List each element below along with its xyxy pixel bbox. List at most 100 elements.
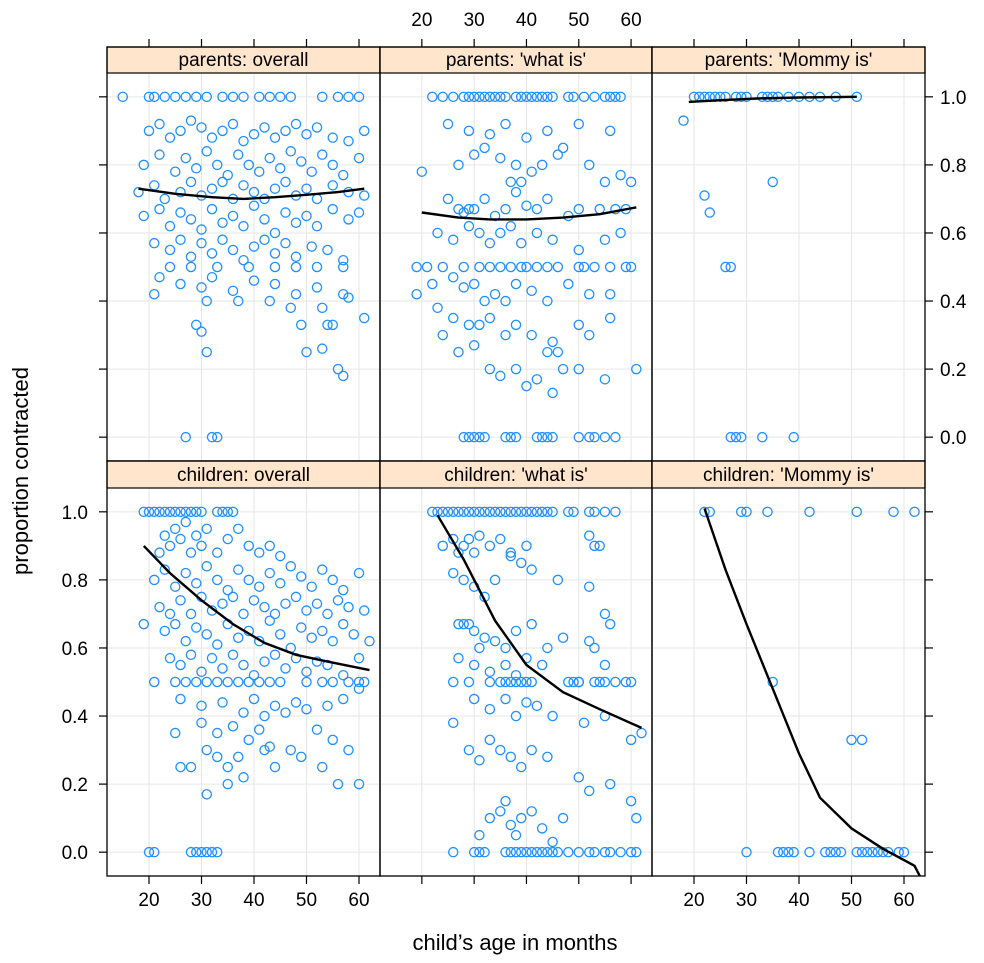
data-point (211, 547, 223, 558)
data-point (232, 295, 244, 307)
data-point (217, 598, 228, 609)
data-point (736, 431, 747, 443)
data-point (625, 734, 637, 746)
data-point (211, 506, 223, 518)
data-point (280, 707, 291, 718)
data-point (175, 125, 186, 137)
data-point (521, 261, 532, 273)
panel-strip-label: children: 'what is' (444, 465, 587, 486)
data-point (285, 91, 296, 103)
data-point (259, 234, 270, 246)
y-tick-label-right: 0.4 (940, 292, 967, 313)
data-point (468, 431, 480, 443)
data-point (458, 540, 469, 552)
data-point (610, 91, 621, 103)
data-point (468, 625, 480, 637)
data-point (484, 703, 496, 715)
data-point (311, 656, 323, 667)
data-point (495, 370, 506, 382)
data-point (143, 125, 155, 137)
y-axis-title: proportion contracted (8, 367, 33, 575)
data-point (227, 285, 239, 297)
panel-border (106, 460, 381, 877)
data-point (201, 561, 212, 572)
data-point (526, 506, 537, 518)
data-point (154, 506, 165, 518)
data-point (463, 676, 475, 688)
data-point (484, 312, 496, 324)
data-point (510, 829, 522, 841)
data-point (552, 149, 564, 160)
panel-5: children: 'Mommy is' (651, 460, 926, 877)
data-point (185, 261, 197, 273)
data-point (563, 676, 574, 688)
data-point (248, 200, 260, 211)
data-point (169, 506, 181, 518)
data-point (510, 676, 522, 688)
data-point (180, 506, 191, 518)
data-point (185, 761, 197, 773)
data-point (353, 676, 365, 688)
data-point (447, 271, 459, 283)
data-point (248, 186, 260, 198)
data-point (227, 91, 239, 103)
data-point (222, 676, 233, 688)
data-point (201, 744, 212, 756)
data-point (269, 183, 281, 194)
data-point (762, 506, 773, 518)
data-point (510, 186, 522, 198)
data-point (196, 122, 207, 133)
data-point (169, 727, 181, 739)
data-point (447, 717, 459, 729)
data-point (253, 581, 265, 592)
data-point (175, 207, 186, 218)
data-point (610, 203, 621, 215)
smoother-line (703, 508, 921, 877)
data-point (259, 710, 270, 722)
data-point (583, 506, 595, 518)
data-point (557, 363, 569, 375)
data-point (253, 676, 265, 688)
data-point (337, 288, 349, 300)
data-point (725, 261, 737, 273)
data-point (211, 639, 223, 650)
x-tick-label-bottom: 40 (788, 890, 809, 911)
data-point (343, 91, 354, 103)
panel-border (106, 46, 381, 462)
data-point (778, 846, 789, 858)
data-point (201, 146, 212, 157)
data-point (505, 547, 517, 558)
data-point (856, 846, 868, 858)
data-point (322, 319, 333, 331)
data-point (143, 846, 155, 858)
data-point (311, 220, 323, 232)
data-point (185, 214, 197, 225)
data-point (164, 652, 176, 664)
data-point (495, 91, 506, 103)
data-point (515, 812, 527, 824)
data-point (468, 846, 480, 858)
data-point (148, 237, 160, 249)
data-point (185, 649, 197, 661)
data-point (500, 693, 511, 705)
data-point (479, 632, 490, 644)
data-point (227, 506, 239, 518)
data-point (495, 806, 506, 817)
data-point (169, 676, 181, 688)
data-point (725, 431, 737, 443)
data-point (453, 506, 464, 518)
data-point (573, 772, 585, 783)
data-point (615, 227, 626, 239)
data-point (563, 91, 574, 103)
data-point (437, 261, 449, 273)
data-point (804, 846, 815, 858)
data-point (526, 91, 537, 103)
data-point (301, 346, 312, 358)
data-point (243, 261, 254, 273)
data-point (531, 700, 543, 712)
data-point (583, 431, 595, 443)
data-point (238, 220, 249, 232)
data-point (264, 615, 275, 626)
y-tick-label-right: 1.0 (940, 88, 966, 109)
data-point (604, 261, 616, 273)
